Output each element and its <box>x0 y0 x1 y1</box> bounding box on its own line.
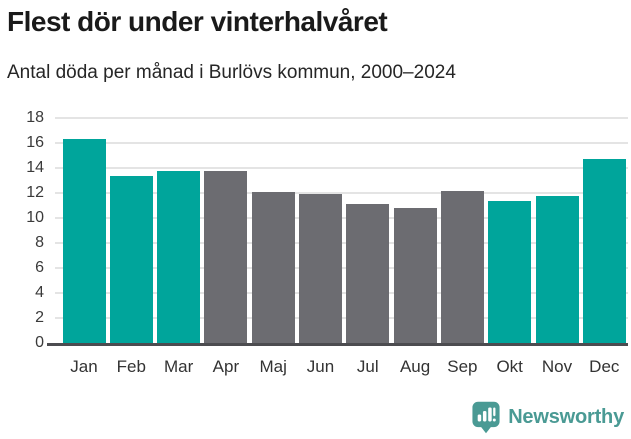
x-axis-label-apr: Apr <box>212 357 240 376</box>
bar-chart-speech-bubble-icon <box>472 401 500 434</box>
gridline-y-14 <box>55 167 628 169</box>
chart-subtitle: Antal döda per månad i Burlövs kommun, 2… <box>7 62 456 83</box>
y-axis-tick-label: 0 <box>35 334 44 351</box>
bar-maj <box>251 191 295 343</box>
y-axis-tick-label: 4 <box>35 284 44 301</box>
x-axis-label-nov: Nov <box>541 357 573 376</box>
x-axis-label-dec: Dec <box>589 357 620 376</box>
gridline-y-18 <box>55 117 628 119</box>
bar-apr <box>204 170 248 343</box>
gridline-y-12 <box>55 192 628 194</box>
y-axis-tick-label: 8 <box>35 234 44 251</box>
x-axis-label-jul: Jul <box>356 357 379 376</box>
x-axis-label-sep: Sep <box>447 357 478 376</box>
x-axis-label-aug: Aug <box>399 357 431 376</box>
x-axis-label-okt: Okt <box>496 357 523 376</box>
brand-name: Newsworthy <box>508 406 624 428</box>
bar-aug <box>393 208 437 343</box>
y-axis-tick-label: 2 <box>35 309 44 326</box>
y-axis-tick-label: 16 <box>26 134 44 151</box>
x-axis-label-jun: Jun <box>306 357 335 376</box>
x-axis-label-jan: Jan <box>70 357 98 376</box>
bar-sep <box>440 190 484 343</box>
bar-jul <box>346 204 390 343</box>
bar-jan <box>62 139 106 343</box>
bar-okt <box>488 200 532 343</box>
x-axis-baseline <box>47 343 628 346</box>
y-axis-tick-label: 12 <box>26 184 44 201</box>
bar-nov <box>535 195 579 343</box>
y-axis-tick-label: 18 <box>26 109 44 126</box>
bar-dec <box>582 159 626 343</box>
chart-title: Flest dör under vinterhalvåret <box>7 6 388 37</box>
y-axis-tick-label: 10 <box>26 209 44 226</box>
newsworthy-logo: Newsworthy <box>472 401 624 434</box>
x-axis-label-feb: Feb <box>116 357 146 376</box>
bar-mar <box>157 170 201 343</box>
x-axis-label-maj: Maj <box>259 357 287 376</box>
y-axis-tick-label: 14 <box>26 159 44 176</box>
bar-feb <box>109 175 153 343</box>
x-axis-label-mar: Mar <box>163 357 194 376</box>
y-axis-tick-label: 6 <box>35 259 44 276</box>
gridline-y-16 <box>55 142 628 144</box>
bar-jun <box>299 194 342 343</box>
